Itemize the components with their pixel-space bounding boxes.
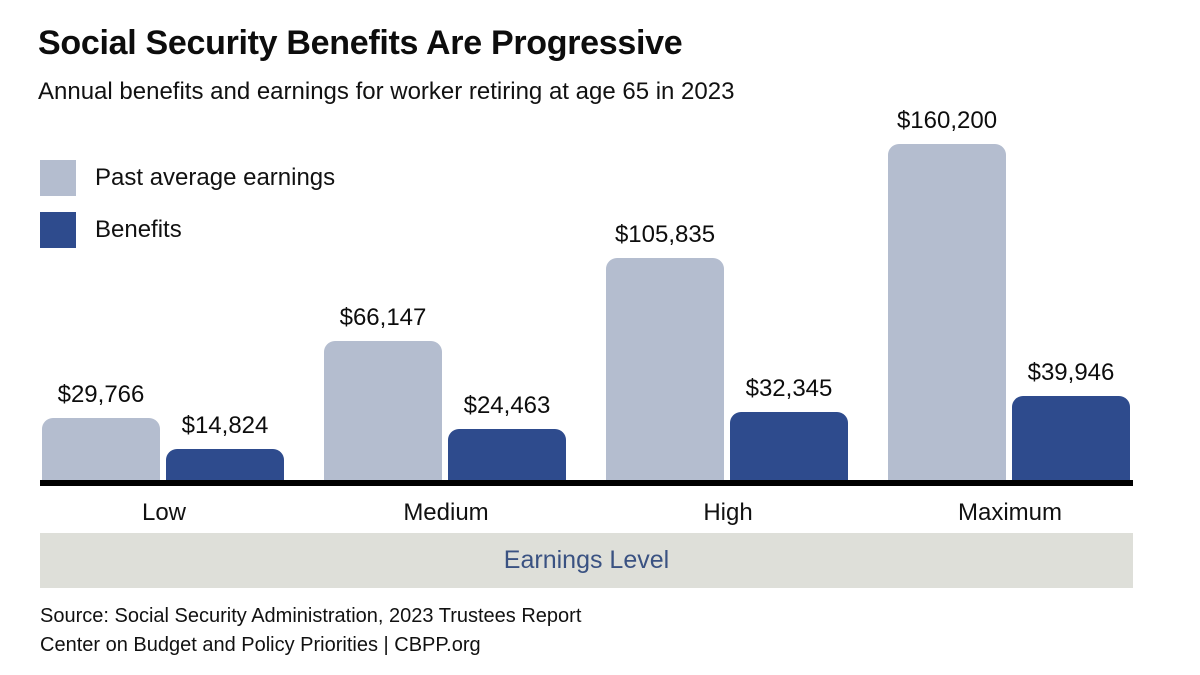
source-line: Source: Social Security Administration, … <box>40 605 582 627</box>
earnings-bar-low <box>42 418 160 480</box>
x-tick-high: High <box>703 499 753 526</box>
x-tick-medium: Medium <box>403 499 489 526</box>
x-tick-low: Low <box>141 499 187 526</box>
earnings-bar-medium <box>324 341 442 480</box>
chart-subtitle: Annual benefits and earnings for worker … <box>38 78 735 105</box>
x-axis-baseline <box>40 480 1133 486</box>
x-axis-band: Earnings Level <box>40 533 1133 588</box>
earnings-value-label-medium: $66,147 <box>339 304 427 331</box>
benefits-value-label-medium: $24,463 <box>463 392 551 419</box>
earnings-bar-maximum <box>888 144 1006 480</box>
benefits-bar-high <box>730 412 848 480</box>
benefits-bar-medium <box>448 429 566 480</box>
footer: Source: Social Security Administration, … <box>40 602 581 660</box>
legend-label-benefits: Benefits <box>95 216 182 243</box>
earnings-value-label-low: $29,766 <box>57 381 145 408</box>
x-tick-maximum: Maximum <box>957 499 1062 526</box>
chart-title: Social Security Benefits Are Progressive <box>38 24 683 62</box>
benefits-bar-low <box>166 449 284 480</box>
legend-item-benefits: Benefits <box>40 212 335 248</box>
benefits-bar-maximum <box>1012 396 1130 480</box>
earnings-swatch-icon <box>40 160 76 196</box>
legend-label-earnings: Past average earnings <box>95 164 336 191</box>
credit-line: Center on Budget and Policy Priorities |… <box>40 634 481 656</box>
earnings-value-label-maximum: $160,200 <box>896 107 998 134</box>
benefits-value-label-low: $14,824 <box>181 412 269 439</box>
legend: Past average earnings Benefits <box>40 160 335 264</box>
benefits-value-label-maximum: $39,946 <box>1027 359 1115 386</box>
benefits-swatch-icon <box>40 212 76 248</box>
x-axis-title: Earnings Level <box>503 546 670 574</box>
earnings-value-label-high: $105,835 <box>614 221 716 248</box>
earnings-bar-high <box>606 258 724 480</box>
benefits-value-label-high: $32,345 <box>745 375 833 402</box>
legend-item-earnings: Past average earnings <box>40 160 335 196</box>
